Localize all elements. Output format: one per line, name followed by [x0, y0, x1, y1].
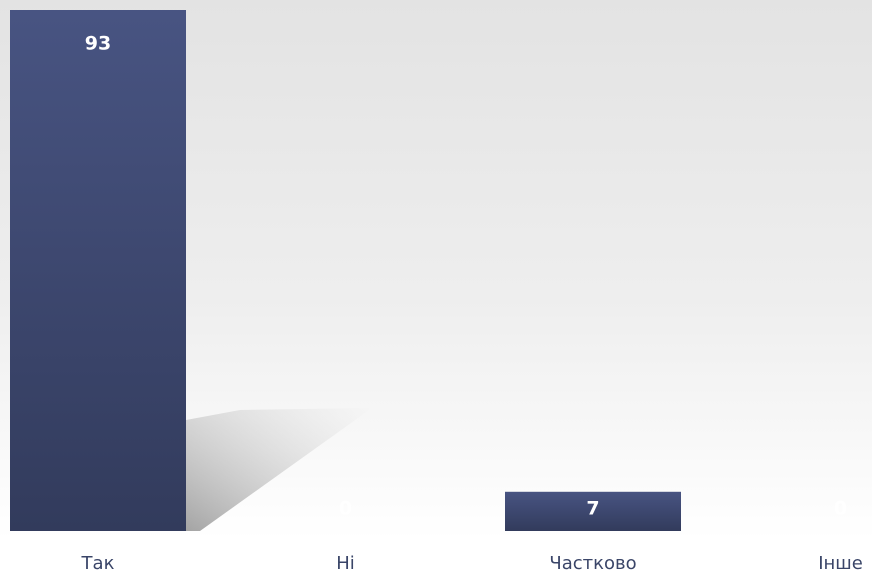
- data-label: 0: [339, 498, 352, 520]
- x-tick-label: Так: [81, 553, 115, 574]
- x-tick-label: Інше: [818, 553, 863, 574]
- bar: [505, 491, 681, 531]
- data-label: 0: [834, 498, 847, 520]
- data-label: 7: [586, 498, 599, 520]
- x-tick-label: Частково: [549, 553, 636, 574]
- bar: [10, 10, 186, 531]
- data-label: 93: [85, 33, 111, 55]
- x-tick-label: Ні: [336, 553, 355, 574]
- bar-shadow: [186, 408, 372, 531]
